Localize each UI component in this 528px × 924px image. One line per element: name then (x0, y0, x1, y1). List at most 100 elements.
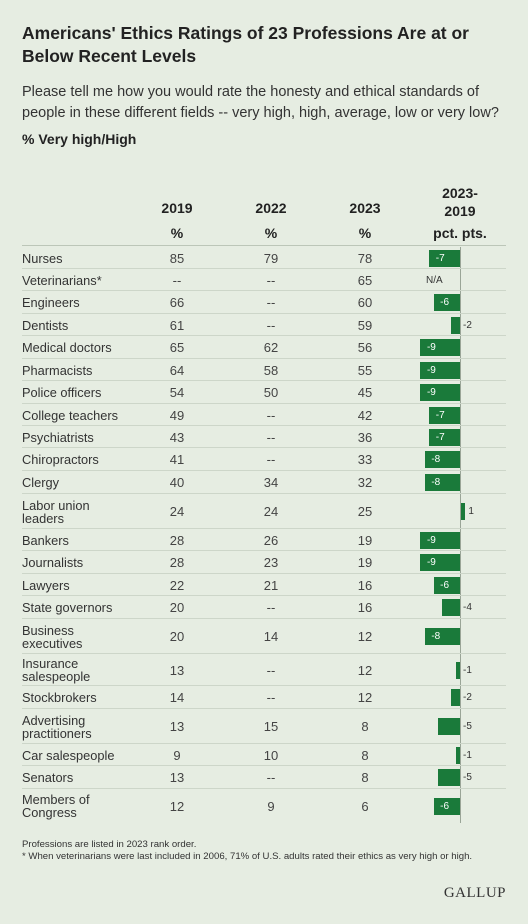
value-2019: 22 (169, 577, 185, 593)
profession-label: College teachers (22, 409, 118, 422)
profession-label-line: Advertising (22, 712, 86, 728)
table-row: Lawyers 22 21 16 -6 (0, 574, 528, 596)
change-value-label: -9 (426, 557, 436, 568)
zero-axis (460, 789, 461, 823)
value-2022: 21 (263, 577, 279, 593)
zero-axis (460, 551, 461, 574)
value-2023: 12 (357, 629, 373, 644)
profession-label-line: Members of (22, 792, 90, 807)
profession-label: Psychiatrists (22, 431, 94, 444)
profession-label-line: Labor union (22, 497, 90, 513)
col-header-2022: 2022 (255, 200, 287, 216)
value-2019: 65 (169, 340, 185, 355)
table-row: Senators 13 -- 8 -5 (0, 766, 528, 789)
value-2019: 24 (169, 504, 185, 519)
zero-axis (460, 574, 461, 596)
table-row: Business executives 20 14 12 -8 (0, 619, 528, 654)
profession-label: Advertising practitioners (22, 714, 92, 740)
profession-label: Labor union leaders (22, 499, 90, 525)
value-2019: 13 (169, 770, 185, 785)
row-divider (22, 595, 506, 596)
value-2019: 66 (169, 295, 185, 310)
change-bar (442, 599, 460, 616)
value-2022: 14 (263, 629, 279, 644)
zero-axis (460, 529, 461, 551)
value-2022: -- (266, 272, 276, 288)
row-divider (22, 708, 506, 709)
value-2019: -- (172, 272, 182, 288)
zero-axis (460, 359, 461, 381)
change-value-label: -5 (463, 772, 472, 783)
value-2019: 54 (169, 385, 185, 400)
profession-label: Clergy (22, 476, 59, 489)
value-2019: 28 (169, 532, 185, 548)
profession-label: Bankers (22, 534, 69, 547)
profession-label-line: Nurses (22, 250, 63, 266)
zero-axis (460, 269, 461, 291)
table-row: Engineers 66 -- 60 -6 (0, 291, 528, 314)
value-2023: 32 (357, 475, 373, 490)
table-row: Bankers 28 26 19 -9 (0, 529, 528, 551)
col-header-2019: 2019 (161, 200, 193, 216)
profession-label-line: Medical doctors (22, 340, 112, 355)
change-value-label: -6 (440, 579, 450, 591)
change-bar (424, 628, 460, 645)
value-2023: 19 (357, 532, 373, 548)
value-2019: 41 (169, 452, 185, 467)
profession-label-line: Business (22, 622, 74, 638)
profession-label: Engineers (22, 296, 80, 309)
value-2022: -- (266, 600, 276, 615)
row-divider (22, 447, 506, 448)
change-value-label: -9 (426, 534, 436, 546)
value-2019: 12 (169, 798, 185, 814)
profession-label-line: Chiropractors (22, 452, 99, 467)
change-value-label: -5 (463, 721, 472, 732)
gallup-logo: GALLUP (443, 885, 506, 901)
value-2022: 50 (263, 385, 279, 400)
row-divider (22, 313, 506, 314)
value-2023: 19 (357, 555, 373, 570)
row-divider (22, 425, 506, 426)
zero-axis (460, 448, 461, 471)
profession-label-line: Senators (22, 770, 74, 785)
footnote-veterinarians: * When veterinarians were last included … (22, 851, 473, 862)
change-value-label: -1 (463, 664, 472, 676)
zero-axis (460, 744, 461, 766)
change-bar (429, 428, 460, 446)
unit-2022: % (264, 225, 278, 241)
row-divider (22, 550, 506, 551)
profession-label-line: Journalists (22, 555, 84, 570)
zero-axis (460, 336, 461, 359)
profession-label: Chiropractors (22, 453, 99, 466)
row-divider (22, 290, 506, 291)
profession-label-line: State governors (22, 600, 113, 615)
table-row: Car salespeople 9 10 8 -1 (0, 744, 528, 766)
profession-label: Journalists (22, 556, 83, 569)
col-header-2023: 2023 (349, 200, 381, 216)
value-2022: -- (266, 407, 276, 423)
change-bar (451, 689, 460, 706)
row-divider (22, 403, 506, 404)
row-divider (22, 685, 506, 686)
footnote: Professions are listed in 2023 rank orde… (22, 839, 512, 863)
value-2019: 9 (173, 747, 181, 763)
chart-subtitle: Please tell me how you would rate the ho… (22, 84, 499, 121)
value-2023: 12 (357, 662, 373, 678)
profession-label: Lawyers (22, 579, 70, 592)
value-2019: 20 (169, 629, 185, 644)
profession-label-line: Car salespeople (22, 747, 115, 763)
value-2022: -- (266, 690, 276, 705)
value-2022: 10 (263, 747, 279, 763)
value-2023: 12 (357, 690, 373, 705)
table-row: Members of Congress 12 9 6 -6 (0, 789, 528, 823)
row-divider (22, 653, 506, 654)
value-2022: 23 (263, 555, 279, 570)
profession-label-line: Police officers (22, 385, 102, 400)
change-value-label: -9 (426, 364, 436, 376)
change-bar (420, 384, 460, 401)
profession-label: Car salespeople (22, 749, 114, 762)
value-2023: 45 (357, 385, 373, 400)
change-value-label: -8 (431, 454, 441, 465)
change-value-label: 1 (468, 506, 474, 517)
value-2022: 34 (263, 475, 279, 490)
